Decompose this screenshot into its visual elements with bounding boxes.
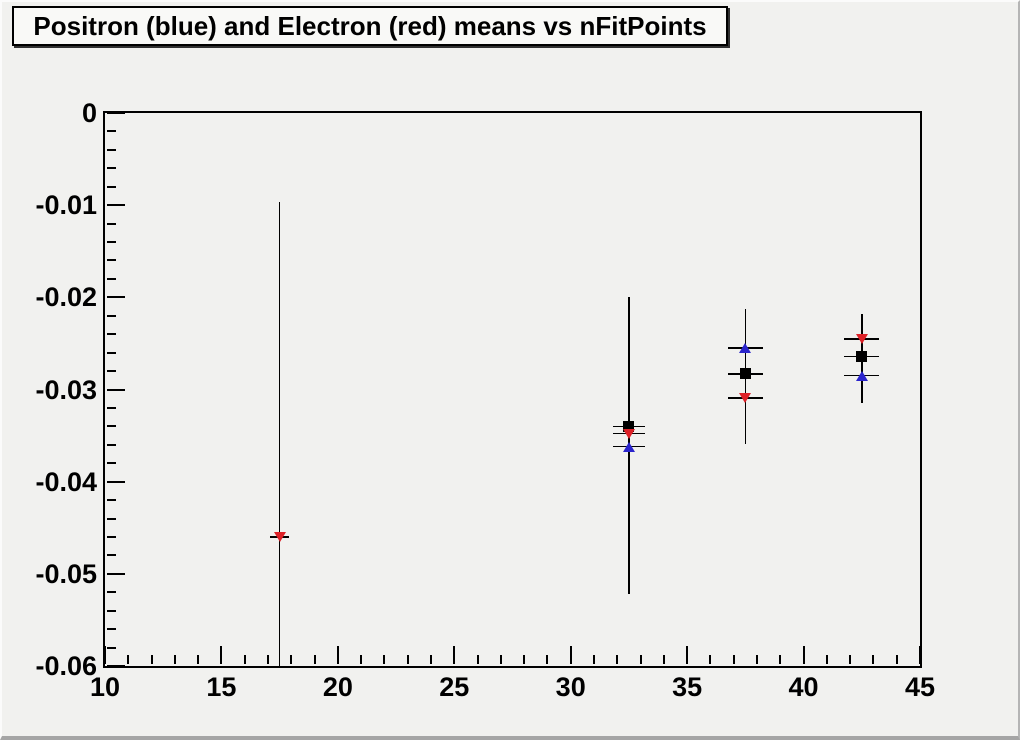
marker-black_square (623, 420, 635, 432)
error-bar-line (278, 202, 281, 666)
x-minor-tick (313, 655, 316, 664)
marker-electron (273, 531, 286, 542)
x-minor-tick (523, 655, 526, 664)
y-minor-tick (107, 333, 116, 336)
x-minor-tick (825, 655, 828, 664)
x-tick-label: 30 (555, 672, 586, 702)
x-minor-tick (173, 655, 176, 664)
x-major-tick (104, 646, 106, 664)
x-major-tick (453, 646, 456, 664)
x-major-tick (686, 646, 689, 664)
x-minor-tick (243, 655, 246, 664)
x-tick-label: 15 (206, 672, 237, 702)
y-tick-label: -0.02 (35, 282, 97, 313)
x-minor-tick (499, 655, 502, 664)
x-minor-tick (430, 655, 432, 664)
y-tick-label: 0 (81, 98, 97, 128)
x-tick-label: 45 (904, 672, 936, 702)
y-minor-tick (107, 425, 116, 428)
marker-electron (855, 333, 868, 344)
y-minor-tick (107, 167, 116, 170)
x-minor-tick (732, 655, 735, 664)
x-minor-tick (267, 655, 269, 664)
x-minor-tick (849, 655, 852, 664)
x-minor-tick (383, 655, 386, 664)
y-tick-label: -0.04 (35, 466, 97, 497)
y-minor-tick (107, 370, 116, 373)
marker-black_square (739, 368, 751, 380)
x-minor-tick (406, 655, 409, 664)
y-minor-tick (107, 646, 116, 649)
marker-positron (739, 343, 752, 354)
x-minor-tick (616, 655, 619, 664)
y-minor-tick (107, 609, 116, 612)
y-minor-tick (107, 628, 116, 631)
y-minor-tick (107, 148, 116, 151)
y-major-tick (107, 388, 125, 391)
x-tick-label: 10 (89, 672, 121, 702)
x-major-tick (569, 646, 572, 664)
x-tick-label: 40 (788, 672, 819, 702)
y-minor-tick (107, 241, 116, 244)
x-minor-tick (895, 655, 898, 664)
y-minor-tick (107, 443, 116, 446)
x-tick-label: 20 (322, 672, 353, 702)
y-major-tick (107, 204, 125, 207)
y-minor-tick (107, 277, 116, 280)
y-minor-tick (107, 185, 116, 188)
marker-positron (855, 370, 868, 381)
y-major-tick (107, 665, 125, 667)
x-minor-tick (150, 655, 153, 664)
y-minor-tick (107, 499, 116, 502)
y-major-tick (107, 572, 125, 575)
x-minor-tick (662, 655, 665, 664)
x-tick-label: 35 (672, 672, 703, 702)
y-minor-tick (107, 535, 116, 538)
y-major-tick (107, 112, 125, 114)
plot-title-box: Positron (blue) and Electron (red) means… (12, 6, 728, 46)
y-minor-tick (107, 259, 116, 262)
plot-title: Positron (blue) and Electron (red) means… (33, 10, 707, 41)
marker-electron (622, 428, 635, 439)
x-minor-tick (290, 655, 293, 664)
x-major-tick (802, 646, 805, 664)
y-minor-tick (107, 314, 116, 317)
x-minor-tick (639, 655, 642, 664)
y-tick-label: -0.01 (35, 190, 97, 221)
plot-frame (103, 111, 922, 668)
y-major-tick (107, 480, 125, 483)
x-minor-tick (779, 655, 782, 664)
x-minor-tick (872, 655, 875, 664)
marker-electron (739, 392, 752, 403)
x-minor-tick (360, 655, 363, 664)
y-minor-tick (107, 591, 116, 594)
y-minor-tick (107, 462, 116, 465)
x-minor-tick (756, 655, 758, 664)
x-minor-tick (709, 655, 712, 664)
x-minor-tick (197, 655, 200, 664)
x-minor-tick (593, 655, 595, 664)
x-major-tick (220, 646, 223, 664)
y-minor-tick (107, 130, 116, 133)
y-tick-label: -0.03 (35, 374, 97, 405)
y-minor-tick (107, 406, 116, 409)
x-major-tick (919, 646, 921, 664)
y-minor-tick (107, 554, 116, 557)
marker-black_square (856, 350, 868, 362)
x-minor-tick (476, 655, 479, 664)
y-tick-label: -0.06 (35, 651, 97, 681)
y-minor-tick (107, 517, 116, 520)
x-minor-tick (127, 655, 130, 664)
y-major-tick (107, 296, 125, 299)
y-minor-tick (107, 351, 116, 354)
x-major-tick (336, 646, 339, 664)
x-minor-tick (546, 655, 549, 664)
y-minor-tick (107, 222, 116, 225)
x-tick-label: 25 (439, 672, 470, 702)
marker-positron (622, 441, 635, 452)
y-tick-label: -0.05 (35, 558, 97, 589)
